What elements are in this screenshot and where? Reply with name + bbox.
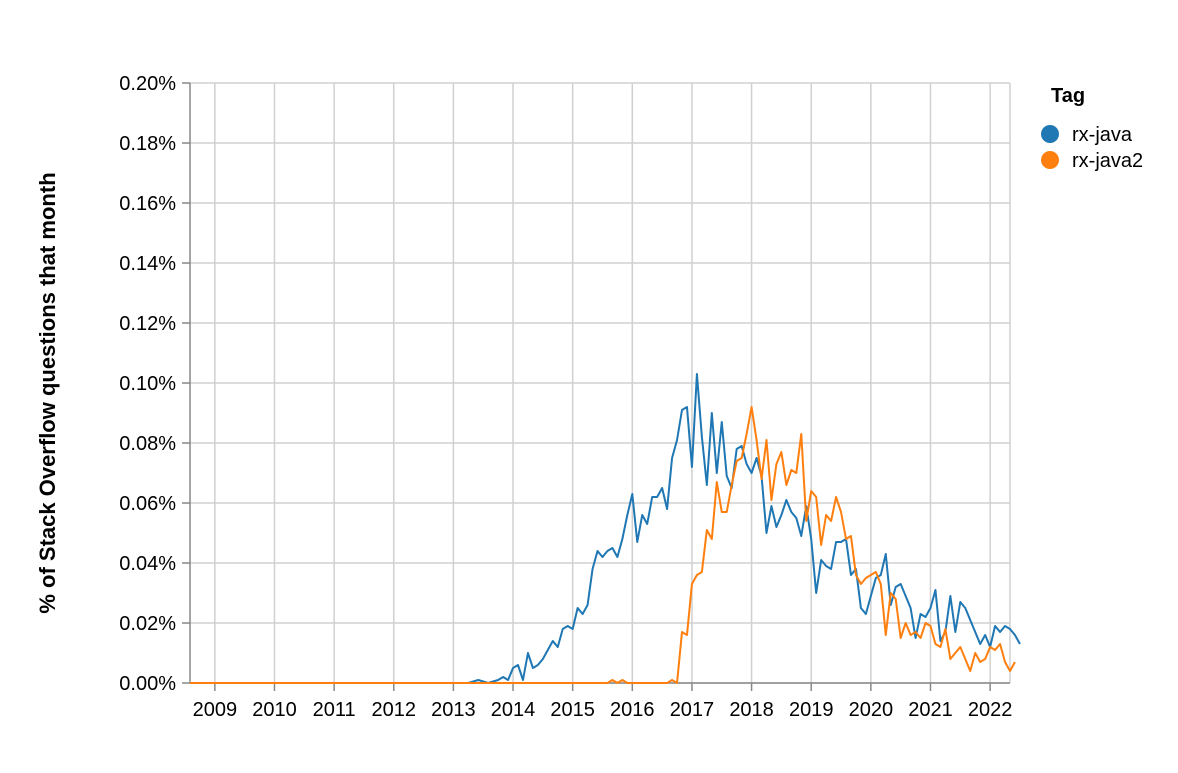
x-tick-label: 2016 (610, 699, 655, 721)
y-axis-title: % of Stack Overflow questions that month (35, 172, 60, 613)
series-line-rx-java2 (190, 406, 1016, 684)
x-tick-label: 2021 (908, 699, 953, 721)
y-tick-label: 0.20% (119, 73, 176, 95)
legend-swatch-rx-java (1041, 125, 1059, 143)
axes: 0.00% 0.02% 0.04% 0.06% 0.08% 0.10% 0.12% 0.14%… (119, 73, 1012, 721)
y-tick-label: 0.06% (119, 493, 176, 515)
x-tick-label: 2019 (789, 699, 834, 721)
grid (190, 82, 1011, 684)
y-tick-label: 0.00% (119, 673, 176, 695)
y-tick-label: 0.10% (119, 373, 176, 395)
x-tick-label: 2012 (372, 699, 417, 721)
y-tick-label: 0.16% (119, 193, 176, 215)
x-tick-label: 2022 (968, 699, 1013, 721)
y-tick-label: 0.08% (119, 433, 176, 455)
legend-items: rx-java rx-java2 (1041, 124, 1143, 172)
y-tick-label: 0.14% (119, 253, 176, 275)
series-lines (190, 373, 1021, 684)
x-tick-label: 2014 (491, 699, 536, 721)
x-tick-label: 2011 (313, 699, 356, 721)
x-tick-label: 2013 (431, 699, 476, 721)
y-tick-label: 0.02% (119, 613, 176, 635)
x-tick-label: 2020 (849, 699, 894, 721)
series-line-rx-java (190, 373, 1021, 684)
x-tick-label: 2015 (550, 699, 595, 721)
y-tick-label: 0.04% (119, 553, 176, 575)
legend-title: Tag (1051, 85, 1085, 107)
y-tick-label: 0.18% (119, 133, 176, 155)
y-tick-label: 0.12% (119, 313, 176, 335)
legend-swatch-rx-java2 (1041, 151, 1059, 169)
x-tick-label: 2009 (193, 699, 238, 721)
legend: Tag rx-java rx-java2 (1041, 85, 1143, 172)
x-tick-label: 2010 (252, 699, 297, 721)
x-tick-label: 2018 (729, 699, 774, 721)
x-tick-label: 2017 (670, 699, 715, 721)
legend-label-rx-java: rx-java (1072, 124, 1133, 146)
legend-label-rx-java2: rx-java2 (1072, 150, 1143, 172)
